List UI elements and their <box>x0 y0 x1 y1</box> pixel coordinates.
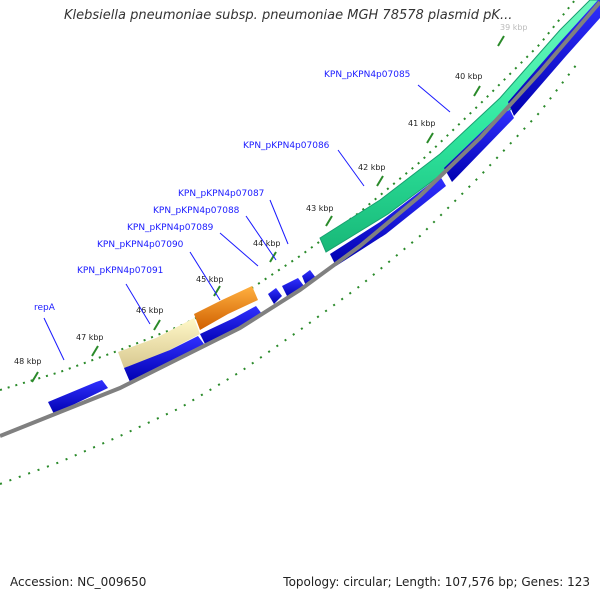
gene-arrow-07091[interactable] <box>124 336 204 382</box>
tick-mark-43 <box>325 215 333 227</box>
topology-stats-text: Topology: circular; Length: 107,576 bp; … <box>283 575 590 589</box>
gene-arrow-07087[interactable] <box>302 270 316 286</box>
leader-line-kpn_pkpn4p07086 <box>337 149 365 187</box>
tick-mark-45 <box>213 285 221 297</box>
tick-group: 39 kbp 40 kbp 41 kbp 42 kbp 43 kbp 44 kbp 45 k… <box>14 23 528 383</box>
gene-arrow-07085[interactable] <box>444 110 514 182</box>
plasmid-backbone <box>0 0 600 438</box>
gene-arrow-07089[interactable] <box>268 288 282 304</box>
tick-label-40: 40 kbp <box>455 72 483 81</box>
gene-label-group: KPN_pKPN4p07085 KPN_pKPN4p07086 KPN_pKPN4p… <box>34 70 451 361</box>
green-highlight-band[interactable] <box>319 0 600 253</box>
yellow-highlight-block[interactable] <box>118 318 200 368</box>
tick-label-48: 48 kbp <box>14 357 42 366</box>
leader-line-kpn_pkpn4p07091 <box>125 283 151 325</box>
gene-label-kpn_pkpn4p07091[interactable]: KPN_pKPN4p07091 <box>77 266 163 276</box>
gene-label-kpn_pkpn4p07089[interactable]: KPN_pKPN4p07089 <box>127 223 214 233</box>
accession-text: Accession: NC_009650 <box>10 575 147 589</box>
outer-dotted-track <box>0 0 576 391</box>
tick-mark-39 <box>497 35 505 47</box>
tick-mark-41 <box>426 132 434 144</box>
tick-mark-40 <box>473 85 481 97</box>
tick-mark-48 <box>31 371 39 383</box>
gene-arrow-repa[interactable] <box>48 380 108 414</box>
tick-label-39: 39 kbp <box>500 23 528 32</box>
leader-line-kpn_pkpn4p07085 <box>417 84 451 113</box>
gene-label-kpn_pkpn4p07088[interactable]: KPN_pKPN4p07088 <box>153 206 240 216</box>
leader-line-kpn_pkpn4p07088 <box>245 215 277 261</box>
gene-arrow-07088[interactable] <box>282 278 304 298</box>
gene-label-repa[interactable]: repA <box>34 303 56 313</box>
leader-line-kpn_pkpn4p07089 <box>219 232 259 267</box>
tick-label-42: 42 kbp <box>358 163 386 172</box>
orange-highlight-block[interactable] <box>194 286 258 330</box>
map-title: Klebsiella pneumoniae subsp. pneumoniae … <box>64 8 513 23</box>
tick-label-43: 43 kbp <box>306 204 334 213</box>
leader-line-kpn_pkpn4p07087 <box>269 199 289 245</box>
gene-arrow-07090[interactable] <box>200 306 262 346</box>
tick-label-47: 47 kbp <box>76 333 104 342</box>
tick-label-41: 41 kbp <box>408 119 436 128</box>
leader-line-repa <box>43 317 65 361</box>
tick-mark-47 <box>91 345 99 357</box>
gene-label-kpn_pkpn4p07087[interactable]: KPN_pKPN4p07087 <box>178 189 264 199</box>
gene-label-kpn_pkpn4p07090[interactable]: KPN_pKPN4p07090 <box>97 240 184 250</box>
gene-label-kpn_pkpn4p07085[interactable]: KPN_pKPN4p07085 <box>324 70 410 80</box>
tick-label-46: 46 kbp <box>136 306 164 315</box>
tick-mark-46 <box>153 319 161 331</box>
leader-line-kpn_pkpn4p07090 <box>189 251 221 301</box>
tick-mark-44 <box>269 251 277 263</box>
tick-label-45: 45 kbp <box>196 275 224 284</box>
tick-mark-42 <box>376 175 384 187</box>
tick-label-44: 44 kbp <box>253 239 281 248</box>
gene-label-kpn_pkpn4p07086[interactable]: KPN_pKPN4p07086 <box>243 141 330 151</box>
